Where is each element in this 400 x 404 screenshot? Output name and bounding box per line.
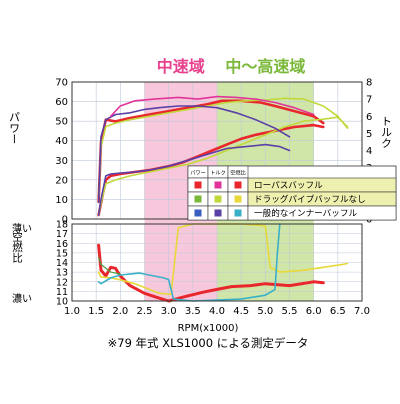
- rpm-band-label: 中速域: [157, 57, 205, 76]
- afr-tick-label: 16: [56, 239, 68, 250]
- power-axis-label: パワー: [8, 111, 21, 144]
- power-tick-label: 10: [55, 195, 68, 206]
- legend-swatch: [234, 209, 242, 217]
- power-tick-label: 70: [55, 78, 68, 89]
- afr-tick-label: 14: [56, 258, 68, 269]
- torque-series-line: [109, 95, 315, 118]
- power-tick-label: 50: [55, 117, 68, 128]
- torque-tick-label: 7: [366, 95, 372, 106]
- torque-tick-label: 4: [366, 146, 372, 157]
- torque-tick-label: 5: [366, 129, 372, 140]
- power-tick-label: 0: [62, 215, 68, 226]
- power-tick-label: 60: [55, 97, 68, 108]
- legend-header: トルク: [210, 170, 226, 177]
- legend-swatch: [194, 209, 202, 217]
- legend-swatch: [194, 181, 202, 189]
- legend-label: 一般的なインナーバッフル: [254, 207, 357, 219]
- x-tick-label: 7.0: [354, 306, 370, 317]
- legend-swatch: [234, 181, 242, 189]
- torque-series-line: [97, 105, 291, 203]
- rich-label: 濃い: [12, 292, 32, 305]
- torque-series-line: [97, 97, 349, 203]
- legend-label-cell: [247, 205, 397, 221]
- afr-tick-label: 13: [56, 268, 68, 279]
- legend-swatch: [214, 209, 222, 217]
- x-tick-label: 1.0: [64, 306, 80, 317]
- x-tick-label: 6.0: [306, 306, 322, 317]
- afr-tick-label: 11: [56, 287, 68, 298]
- x-tick-label: 2.5: [137, 306, 153, 317]
- afr-tick-label: 15: [56, 248, 68, 259]
- legend-swatch: [214, 195, 222, 203]
- x-tick-label: 5.0: [257, 306, 273, 317]
- footnote: ※79 年式 XLS1000 による測定データ: [108, 336, 309, 350]
- x-axis-label: RPM(x1000): [178, 323, 239, 334]
- afr-series-line: [97, 223, 281, 302]
- x-tick-label: 3.0: [161, 306, 177, 317]
- legend-header: パワー: [190, 170, 206, 177]
- axes-layer: 0102030405060700123456781011121314151617…: [8, 78, 393, 318]
- afr-tick-label: 18: [56, 220, 68, 231]
- lean-label: 薄い: [12, 222, 32, 235]
- power-series-line: [97, 143, 291, 216]
- rpm-band-label: 中〜高速域: [225, 57, 305, 76]
- x-tick-label: 4.0: [209, 306, 225, 317]
- x-tick-label: 2.0: [112, 306, 128, 317]
- legend-header: 空燃比: [230, 169, 246, 177]
- bottom-panel-frame: [71, 223, 363, 302]
- x-tick-label: 4.5: [233, 306, 249, 317]
- legend: パワー トルク 空燃比ローパスバッフルドラッグパイプバッフルなし一般的なインナーバッ…: [187, 165, 397, 221]
- legend-swatch: [234, 195, 242, 203]
- torque-tick-label: 6: [366, 112, 372, 123]
- legend-swatch: [214, 181, 222, 189]
- power-tick-label: 30: [55, 156, 68, 167]
- power-series-line: [97, 116, 349, 216]
- afr-series-line: [97, 257, 121, 275]
- legend-swatch: [194, 195, 202, 203]
- x-tick-label: 6.5: [330, 306, 346, 317]
- legend-label: ドラッグパイプバッフルなし: [254, 193, 366, 205]
- torque-axis-label: トルク: [380, 116, 393, 149]
- afr-axis-label: 空燃比: [11, 230, 23, 262]
- power-tick-label: 20: [55, 175, 68, 186]
- x-tick-label: 5.5: [282, 306, 298, 317]
- afr-tick-label: 10: [56, 297, 68, 308]
- torque-tick-label: 8: [366, 78, 372, 89]
- x-tick-label: 3.5: [185, 306, 201, 317]
- afr-tick-label: 12: [56, 277, 68, 288]
- power-tick-label: 40: [55, 136, 68, 147]
- afr-tick-label: 17: [56, 229, 68, 240]
- legend-label: ローパスバッフル: [254, 180, 323, 191]
- x-tick-label: 1.5: [88, 306, 104, 317]
